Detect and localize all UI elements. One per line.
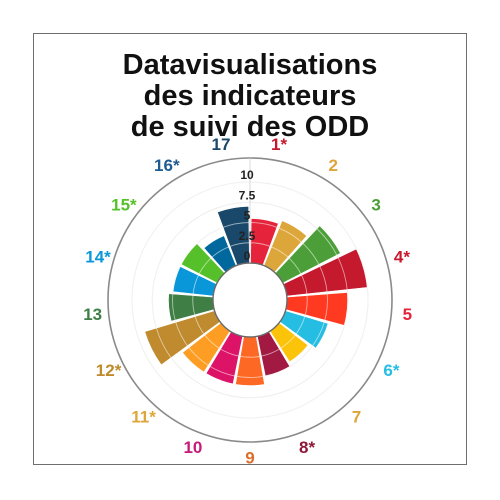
tick-label-1: 2.5 <box>239 229 256 243</box>
category-label-3: 3 <box>371 195 380 214</box>
category-label-16: 16* <box>154 156 180 175</box>
category-label-11: 11* <box>131 407 156 426</box>
category-label-14: 14* <box>85 247 111 266</box>
category-label-13: 13 <box>83 305 102 324</box>
category-label-4: 4* <box>394 247 410 266</box>
category-label-2: 2 <box>328 156 337 175</box>
center-hole <box>212 262 288 338</box>
chart-title: Datavisualisations des indicateurs de su… <box>0 50 500 143</box>
category-label-6: 6* <box>383 361 399 380</box>
title-line-3: de suivi des ODD <box>130 111 370 143</box>
category-labels: 1* 2 3 4* 5 6* 7 8* 9 10 11* 12* 13 14* 15* 16* 17 <box>83 135 412 467</box>
category-label-1: 1* <box>271 135 287 154</box>
title-line-2: des indicateurs <box>143 80 357 112</box>
category-label-17: 17 <box>212 135 231 154</box>
category-label-9: 9 <box>245 449 254 468</box>
category-label-10: 10 <box>183 438 202 457</box>
category-label-12: 12* <box>96 361 122 380</box>
title-line-1: Datavisualisations <box>122 49 378 81</box>
category-label-15: 15* <box>111 195 137 214</box>
category-label-7: 7 <box>352 407 361 426</box>
radial-tick-labels: 0 2.5 5 7.5 10 <box>239 158 256 263</box>
bars-group <box>131 181 369 419</box>
tick-label-3: 7.5 <box>239 188 256 202</box>
category-label-8: 8* <box>299 438 315 457</box>
tick-label-0: 0 <box>244 249 251 263</box>
tick-label-2: 5 <box>244 209 251 223</box>
category-label-5: 5 <box>403 305 412 324</box>
tick-label-4: 10 <box>240 168 254 182</box>
